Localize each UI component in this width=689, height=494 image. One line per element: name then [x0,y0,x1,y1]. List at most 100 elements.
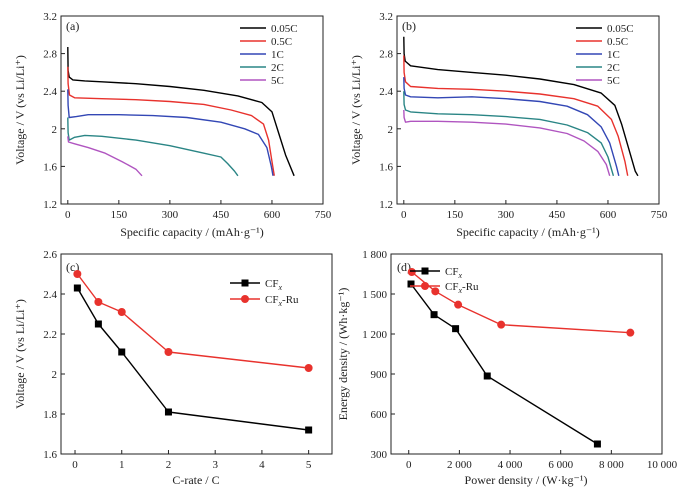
x-axis-label: Specific capacity / (mAh·g⁻¹) [456,225,600,239]
series-line [67,46,295,177]
legend-label: 1C [607,49,620,61]
plot-frame [390,253,663,455]
legend-label: 2C [607,62,620,74]
plot-frame [60,15,324,205]
y-tick-labels: 1.6 1.8 2 2.2 2.4 2.6 [43,249,65,461]
data-point [94,298,103,306]
x-tick-label: 450 [213,209,230,221]
series-line [67,136,143,177]
x-tick-label: 0 [72,459,78,471]
panel-c: (c) C-rate / C Voltage / V (vs Li/Li⁺) 0… [13,249,333,487]
y-tick-label: 2.4 [379,86,393,98]
data-point [483,372,491,380]
legend-marker [241,279,249,287]
panel-b: (b) Specific capacity / (mAh·g⁻¹) Voltag… [349,11,668,239]
x-axis-label: C-rate / C [172,473,219,487]
x-axis-label: Power density / (W·kg⁻¹) [465,473,588,487]
legend-label: CFx [445,266,462,280]
series-line [67,89,274,176]
panel-label: (d) [397,260,411,274]
series-group [403,36,639,177]
legend-label: 0.5C [607,36,628,48]
legend-label: 5C [271,75,284,87]
x-tick-labels: 0 2 000 4 000 6 000 8 000 10 000 [406,450,678,471]
y-tick-label: 2.6 [43,249,57,261]
x-tick-label: 6 000 [548,459,573,471]
y-tick-label: 1 800 [362,249,387,261]
series-line [403,109,611,177]
legend-marker [421,282,429,290]
legend-label: 1C [271,49,284,61]
y-tick-labels: 1.2 1.6 2 2.4 2.8 3.2 [43,11,65,211]
data-point [452,325,460,333]
x-tick-label: 2 [166,459,172,471]
legend-label: CFx-Ru [445,281,479,295]
x-tick-label: 0 [65,209,71,221]
x-tick-label: 750 [315,209,332,221]
panel-label: (a) [66,19,79,33]
x-tick-label: 150 [447,209,464,221]
y-tick-label: 600 [371,409,388,421]
series-line [403,36,639,177]
y-tick-label: 1.6 [43,161,57,173]
data-point [94,320,102,328]
x-tick-label: 2 000 [447,459,472,471]
y-axis-label: Voltage / V (vs Li/Li⁺) [349,55,363,165]
panel-a: (a) Specific capacity / (mAh·g⁻¹) Voltag… [13,11,332,239]
legend-label: 0.05C [607,23,634,35]
y-tick-label: 900 [371,369,388,381]
data-point [497,320,506,329]
legend-marker [241,295,249,303]
y-tick-label: 2.8 [43,49,57,61]
series-line [76,287,309,431]
y-tick-label: 3.2 [379,11,393,23]
plot-frame [396,15,660,205]
data-point [73,284,81,292]
legend-label: CFx [265,278,282,292]
series-line [403,91,615,176]
y-tick-label: 3.2 [43,11,57,23]
data-point [304,364,313,372]
y-tick-labels: 300 600 900 1 200 1 500 1 800 [362,249,395,461]
data-point [73,270,82,278]
series-line [403,77,620,176]
x-tick-label: 8 000 [599,459,624,471]
y-tick-label: 1.6 [43,449,57,461]
series-group [407,268,635,448]
legend-label: 2C [271,62,284,74]
data-point [454,300,463,309]
data-point [117,308,126,316]
x-tick-label: 450 [549,209,566,221]
series-line [403,55,629,176]
y-tick-label: 1.2 [379,199,393,211]
data-point [626,328,635,337]
y-tick-label: 2 [52,369,58,381]
data-point [164,408,172,416]
series-line [67,66,275,176]
plot-frame [60,253,333,455]
y-tick-label: 1.6 [379,161,393,173]
x-tick-label: 10 000 [647,459,678,471]
y-tick-label: 2.2 [43,329,57,341]
x-tick-label: 600 [600,209,617,221]
y-tick-label: 300 [371,449,388,461]
series-line [67,117,239,177]
legend-label: 0.5C [271,36,292,48]
data-point [430,311,438,319]
y-tick-label: 2.4 [43,289,57,301]
y-axis-label: Voltage / V (vs Li/Li⁺) [13,299,27,409]
y-tick-labels: 1.2 1.6 2 2.4 2.8 3.2 [379,11,401,211]
y-tick-label: 2.8 [379,49,393,61]
x-tick-label: 5 [306,459,312,471]
legend-label: CFx-Ru [265,294,299,308]
y-tick-label: 2 [388,124,394,136]
y-axis-label: Energy density / (Wh·kg⁻¹) [336,288,350,421]
x-tick-label: 150 [111,209,128,221]
x-tick-labels: 0 150 300 450 600 750 [401,200,668,221]
y-tick-label: 2.4 [43,86,57,98]
data-point [305,426,313,434]
series-group [73,270,313,434]
